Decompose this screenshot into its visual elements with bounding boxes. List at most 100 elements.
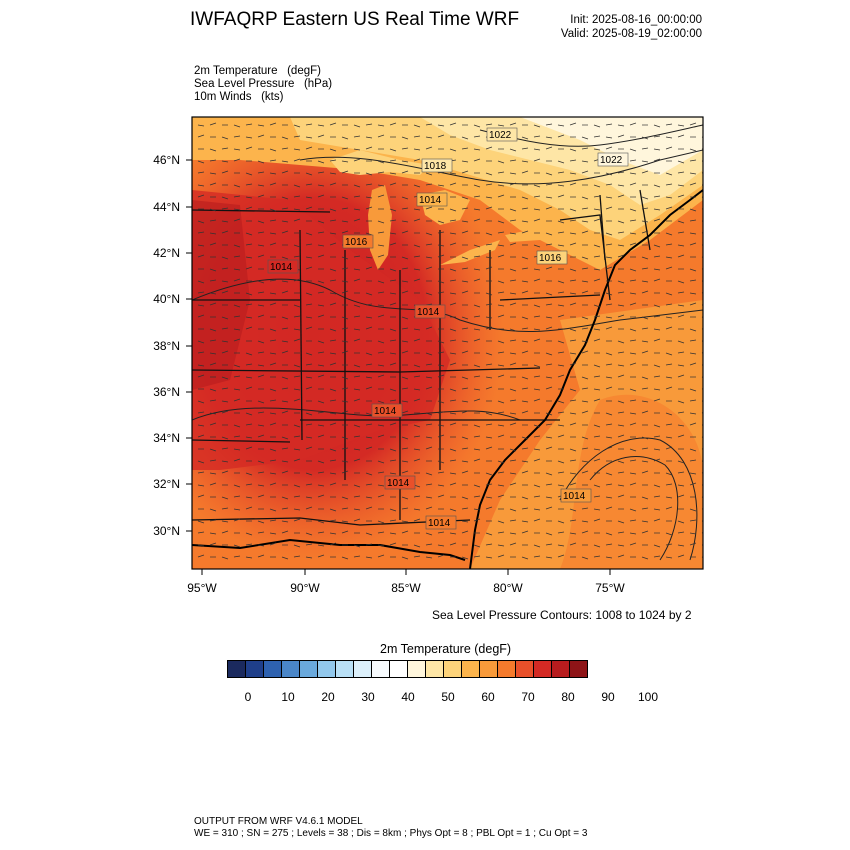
wind-barb (461, 400, 469, 403)
wind-barb (677, 520, 685, 524)
wind-barb (209, 232, 217, 235)
wind-barb (665, 243, 673, 246)
wind-barb (341, 256, 349, 260)
colorbar-cell (551, 660, 570, 678)
wind-barb (365, 123, 373, 126)
wind-barb (425, 436, 433, 439)
wind-barb (533, 195, 541, 198)
wind-barb (677, 314, 685, 318)
wind-barb (353, 278, 361, 282)
wind-barb (317, 484, 325, 487)
wind-barb (509, 532, 517, 535)
wind-barb (245, 146, 253, 150)
wind-barb (521, 507, 529, 510)
wind-barb (425, 506, 433, 510)
wind-barb (461, 290, 469, 294)
wind-barb (365, 363, 373, 366)
pressure-label: 1018 (421, 158, 453, 173)
wind-barb (509, 182, 517, 186)
wind-barb (449, 508, 457, 512)
svg-text:1022: 1022 (489, 130, 512, 141)
wind-barb (257, 531, 265, 534)
wind-barb (233, 315, 241, 318)
wind-barb (665, 136, 673, 139)
wind-barb (437, 544, 445, 547)
wind-barb (317, 494, 325, 498)
wind-barb (413, 364, 421, 368)
wind-barb (293, 555, 301, 558)
wind-barb (197, 314, 205, 318)
wind-barb (485, 326, 493, 330)
wind-barb (209, 242, 217, 246)
wind-barb (389, 472, 397, 475)
colorbar-cell (479, 660, 498, 678)
footer-settings: WE = 310 ; SN = 275 ; Levels = 38 ; Dis … (194, 828, 588, 839)
wind-barb (341, 470, 349, 474)
wind-barb (389, 159, 397, 162)
wind-barb (449, 268, 457, 272)
wind-barb (221, 327, 229, 330)
wind-barb (593, 338, 601, 342)
wind-barb (653, 424, 661, 428)
wind-barb (209, 302, 217, 306)
wind-barb (401, 530, 409, 534)
wind-barb (209, 448, 217, 452)
wind-barb (593, 448, 601, 451)
wind-barb (605, 256, 613, 259)
wind-barb (473, 375, 481, 378)
valid-time: Valid: 2025-08-19_02:00:00 (560, 28, 702, 40)
wind-barb (641, 267, 649, 270)
wind-barb (653, 184, 661, 188)
wind-barb (617, 194, 625, 198)
wind-barb (617, 411, 625, 414)
wind-barb (389, 422, 397, 426)
wind-barb (581, 267, 589, 270)
wind-barb (389, 268, 397, 272)
wind-barb (569, 148, 577, 152)
lat-label: 46°N (153, 153, 180, 167)
wind-barb (461, 327, 469, 330)
wind-barb (377, 291, 385, 294)
wind-barb (665, 206, 673, 210)
wind-barb (329, 482, 337, 486)
wind-barb (401, 160, 409, 163)
wind-barb (353, 484, 361, 488)
wind-barb (269, 472, 277, 475)
wind-barb (365, 172, 373, 176)
wind-barb (377, 424, 385, 427)
wind-barb (689, 412, 697, 415)
wind-barb (461, 470, 469, 474)
wind-barb (329, 542, 337, 546)
state-boundaries (192, 189, 651, 526)
wind-barb (605, 146, 613, 150)
wind-barb (557, 544, 565, 547)
wind-barb (545, 136, 553, 139)
wind-barb (593, 208, 601, 211)
wind-barb (425, 556, 433, 559)
wind-barb (581, 170, 589, 174)
wind-barb (317, 364, 325, 367)
wind-barb (377, 520, 385, 524)
wind-barb (473, 544, 481, 548)
wind-barb (197, 400, 205, 404)
wind-barb (425, 136, 433, 139)
wind-barb (545, 123, 553, 126)
wind-barb (197, 531, 205, 534)
wind-barb (425, 386, 433, 390)
wind-barb (269, 208, 277, 212)
wind-barb (413, 208, 421, 211)
wind-barb (521, 410, 529, 414)
wind-barb (653, 484, 661, 488)
colorbar-tick-label: 0 (244, 690, 252, 704)
wind-barb (521, 316, 529, 320)
wind-barb (629, 159, 637, 162)
wind-barb (533, 184, 541, 188)
wind-barb (593, 424, 601, 428)
wind-barb (533, 508, 541, 511)
wind-barb (197, 364, 205, 367)
wind-barb (545, 363, 553, 366)
wind-barb (605, 472, 613, 476)
wind-barb (689, 219, 697, 222)
wind-barb (557, 400, 565, 404)
lon-labels: 95°W 90°W 85°W 80°W 75°W (187, 581, 625, 595)
